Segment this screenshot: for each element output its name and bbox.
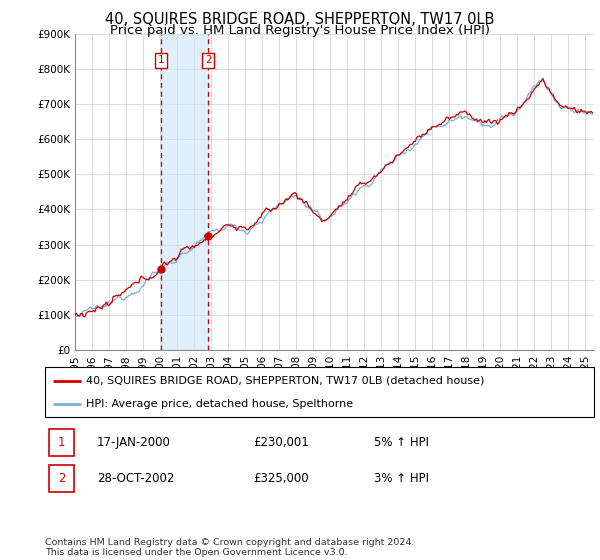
Text: Contains HM Land Registry data © Crown copyright and database right 2024.
This d: Contains HM Land Registry data © Crown c…	[45, 538, 415, 557]
Text: 3% ↑ HPI: 3% ↑ HPI	[374, 472, 430, 485]
Text: 28-OCT-2002: 28-OCT-2002	[97, 472, 175, 485]
Text: Price paid vs. HM Land Registry's House Price Index (HPI): Price paid vs. HM Land Registry's House …	[110, 24, 490, 37]
Text: 1: 1	[157, 55, 164, 66]
Text: 5% ↑ HPI: 5% ↑ HPI	[374, 436, 430, 449]
Text: 2: 2	[58, 472, 65, 485]
Text: HPI: Average price, detached house, Spelthorne: HPI: Average price, detached house, Spel…	[86, 399, 353, 409]
Bar	[161, 34, 208, 350]
Text: 40, SQUIRES BRIDGE ROAD, SHEPPERTON, TW17 0LB (detached house): 40, SQUIRES BRIDGE ROAD, SHEPPERTON, TW1…	[86, 376, 485, 386]
Text: 40, SQUIRES BRIDGE ROAD, SHEPPERTON, TW17 0LB: 40, SQUIRES BRIDGE ROAD, SHEPPERTON, TW1…	[106, 12, 494, 27]
Text: £325,000: £325,000	[254, 472, 309, 485]
Text: 2: 2	[205, 55, 212, 66]
Text: 1: 1	[58, 436, 65, 449]
Text: £230,001: £230,001	[254, 436, 310, 449]
Text: 17-JAN-2000: 17-JAN-2000	[97, 436, 171, 449]
Bar	[49, 465, 74, 492]
Bar	[49, 429, 74, 456]
